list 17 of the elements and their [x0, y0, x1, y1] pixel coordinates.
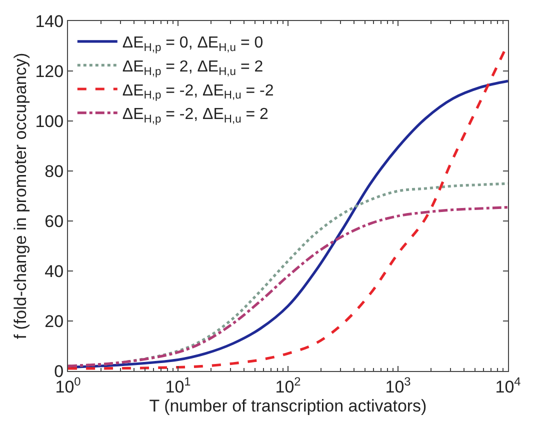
- y-tick-label: 140: [35, 12, 64, 31]
- x-tick-label: 10$^{2}$: [275, 374, 302, 396]
- y-tick-label: 60: [44, 212, 64, 231]
- y-tick-label: 80: [44, 162, 64, 181]
- x-axis-title: T (number of transcription activators): [149, 396, 427, 416]
- legend-label: ΔE$_{H,p}$ = 0, ΔE$_{H,u}$ = 0: [122, 34, 264, 54]
- y-tick-label: 100: [35, 112, 64, 131]
- legend-label: ΔE$_{H,p}$ = 2, ΔE$_{H,u}$ = 2: [122, 58, 264, 78]
- legend-label: ΔE$_{H,p}$ = -2, ΔE$_{H,u}$ = 2: [122, 106, 269, 126]
- y-tick-label: 120: [35, 62, 64, 81]
- legend-label: ΔE$_{H,p}$ = -2, ΔE$_{H,u}$ = -2: [122, 82, 274, 102]
- x-tick-label: 10$^{1}$: [165, 374, 192, 396]
- y-tick-label: 20: [44, 312, 64, 331]
- x-tick-label: 10$^{4}$: [495, 374, 522, 396]
- y-axis-title: f (fold-change in promoter occupancy): [10, 52, 30, 340]
- x-tick-label: 10$^{3}$: [385, 374, 412, 396]
- y-tick-label: 40: [44, 262, 64, 281]
